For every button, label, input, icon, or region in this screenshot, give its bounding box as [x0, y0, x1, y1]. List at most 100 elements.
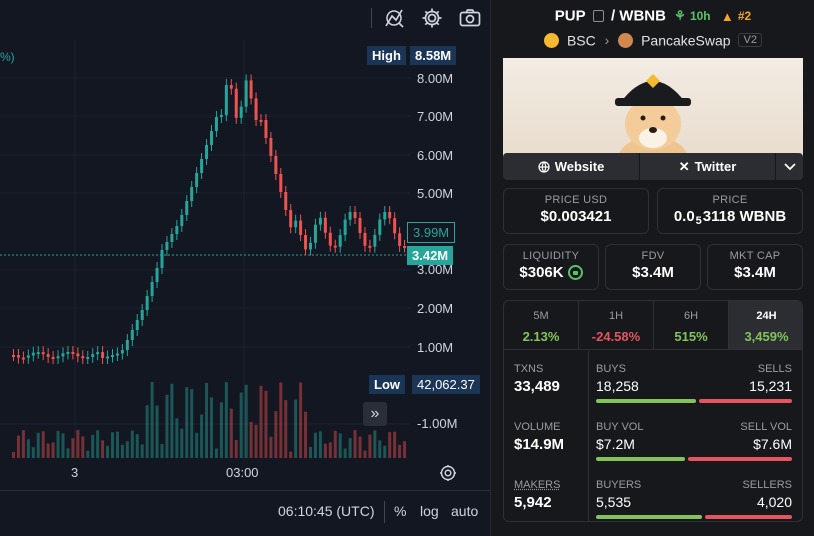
link-divider — [775, 153, 776, 180]
volume-bar — [135, 434, 139, 458]
candle-body — [56, 356, 60, 359]
candle-body — [279, 174, 283, 192]
pair-info-panel: PUP / WBNB ⚘ 10h ▲ #2 BSC › PancakeSwap … — [490, 0, 814, 536]
y-axis-label: 2.00M — [417, 301, 454, 316]
volume-bar — [36, 432, 40, 458]
sell-vol-value: $7.6M — [753, 436, 792, 452]
buys-label: BUYS — [596, 363, 626, 375]
camera-icon[interactable] — [458, 6, 482, 30]
copy-icon[interactable] — [592, 10, 604, 23]
candle-body — [185, 201, 189, 215]
txns-label: TXNS — [514, 363, 544, 375]
candlestick-plot[interactable] — [0, 0, 490, 490]
volume-bar — [46, 443, 50, 458]
volume-bar — [66, 448, 70, 458]
candle-body — [170, 234, 174, 242]
pair-age: 10h — [689, 9, 711, 24]
volume-bar — [289, 451, 293, 458]
dex-name[interactable]: PancakeSwap — [641, 32, 731, 49]
website-button[interactable]: Website — [503, 153, 639, 180]
bottom-divider — [384, 501, 385, 523]
fdv-label: FDV — [641, 250, 665, 262]
fdv-box: FDV $3.4M — [605, 244, 701, 290]
tab-1h[interactable]: 1H -24.58% — [579, 301, 654, 350]
candle-body — [363, 233, 367, 246]
volume-bar — [160, 443, 164, 458]
makers-value: 5,942 — [514, 494, 552, 511]
volume-bar — [200, 414, 204, 458]
twitter-button[interactable]: ✕ Twitter — [640, 153, 775, 180]
candle-body — [16, 355, 20, 358]
candle-body — [145, 296, 149, 310]
dex-version-badge: V2 — [738, 33, 762, 48]
price-native-label: PRICE — [712, 194, 748, 206]
indicator-icon[interactable] — [382, 6, 406, 30]
volume-bar — [12, 452, 15, 458]
volume-bar — [398, 444, 402, 458]
settings-gear-icon[interactable] — [420, 6, 444, 30]
candle-body — [403, 245, 407, 248]
candle-body — [269, 138, 273, 156]
volume-bar — [368, 434, 372, 458]
auto-scale-button[interactable]: auto — [451, 503, 479, 519]
tab-label: 1H — [608, 310, 624, 322]
volume-bar — [214, 448, 218, 458]
price-chart[interactable]: %) 8.00M 7.00M 6.00M 5.00M 3.00M 2.00M 1… — [0, 0, 490, 536]
tab-6h[interactable]: 6H 515% — [654, 301, 729, 350]
volume-value: $14.9M — [514, 436, 565, 453]
percent-scale-button[interactable]: % — [394, 503, 407, 519]
price-rest: 3118 WBNB — [702, 208, 787, 225]
chain-name[interactable]: BSC — [566, 32, 596, 49]
candle-body — [115, 353, 119, 356]
more-links-button[interactable] — [776, 153, 803, 180]
volume-bar — [165, 394, 169, 458]
high-label-badge: High — [367, 46, 406, 65]
volume-bar — [91, 434, 95, 458]
volume-bar — [219, 402, 223, 458]
buyers-sellers-row: BUYERS SELLERS 5,535 4,020 — [596, 479, 792, 521]
axis-settings-icon[interactable] — [438, 463, 458, 483]
volume-bar — [120, 444, 124, 458]
current-price-tag: 3.42M — [407, 246, 454, 265]
volume-bar — [363, 450, 367, 458]
candle-body — [304, 235, 308, 250]
candle-body — [378, 219, 382, 235]
candle-body — [289, 210, 293, 228]
pancakeswap-icon — [618, 32, 634, 48]
log-scale-button[interactable]: log — [420, 503, 439, 519]
volume-bar — [61, 433, 65, 458]
volume-bar — [175, 418, 179, 458]
txns-value: 33,489 — [514, 378, 560, 395]
candle-body — [86, 356, 90, 359]
volume-bar — [185, 387, 189, 458]
candle-body — [31, 352, 35, 356]
utc-clock: 06:10:45 (UTC) — [278, 503, 375, 519]
volume-bar — [26, 439, 30, 458]
candle-body — [338, 235, 342, 247]
volume-bar — [299, 382, 303, 458]
scroll-to-realtime-button[interactable]: » — [363, 402, 387, 426]
candle-body — [229, 85, 233, 89]
candle-body — [41, 352, 45, 355]
stats-divider — [588, 351, 589, 521]
lock-icon[interactable] — [567, 264, 583, 280]
tab-24h[interactable]: 24H 3,459% — [729, 301, 802, 350]
candle-body — [259, 119, 263, 122]
base-symbol: PUP — [554, 7, 586, 25]
tab-5m[interactable]: 5M 2.13% — [504, 301, 579, 350]
candle-body — [274, 156, 278, 174]
volume-bar — [254, 424, 258, 458]
candle-body — [195, 173, 199, 187]
candle-body — [81, 356, 85, 359]
candle-body — [71, 352, 75, 355]
candle-body — [249, 80, 253, 99]
volume-bar — [51, 442, 55, 458]
high-value-badge: 8.58M — [410, 46, 457, 65]
percent-label: %) — [0, 50, 15, 64]
candle-body — [219, 115, 223, 118]
volume-bar — [249, 421, 253, 458]
volume-bar — [195, 432, 199, 458]
volume-bar — [323, 443, 327, 458]
candle-body — [205, 145, 209, 159]
makers-label[interactable]: MAKERS — [514, 479, 561, 491]
